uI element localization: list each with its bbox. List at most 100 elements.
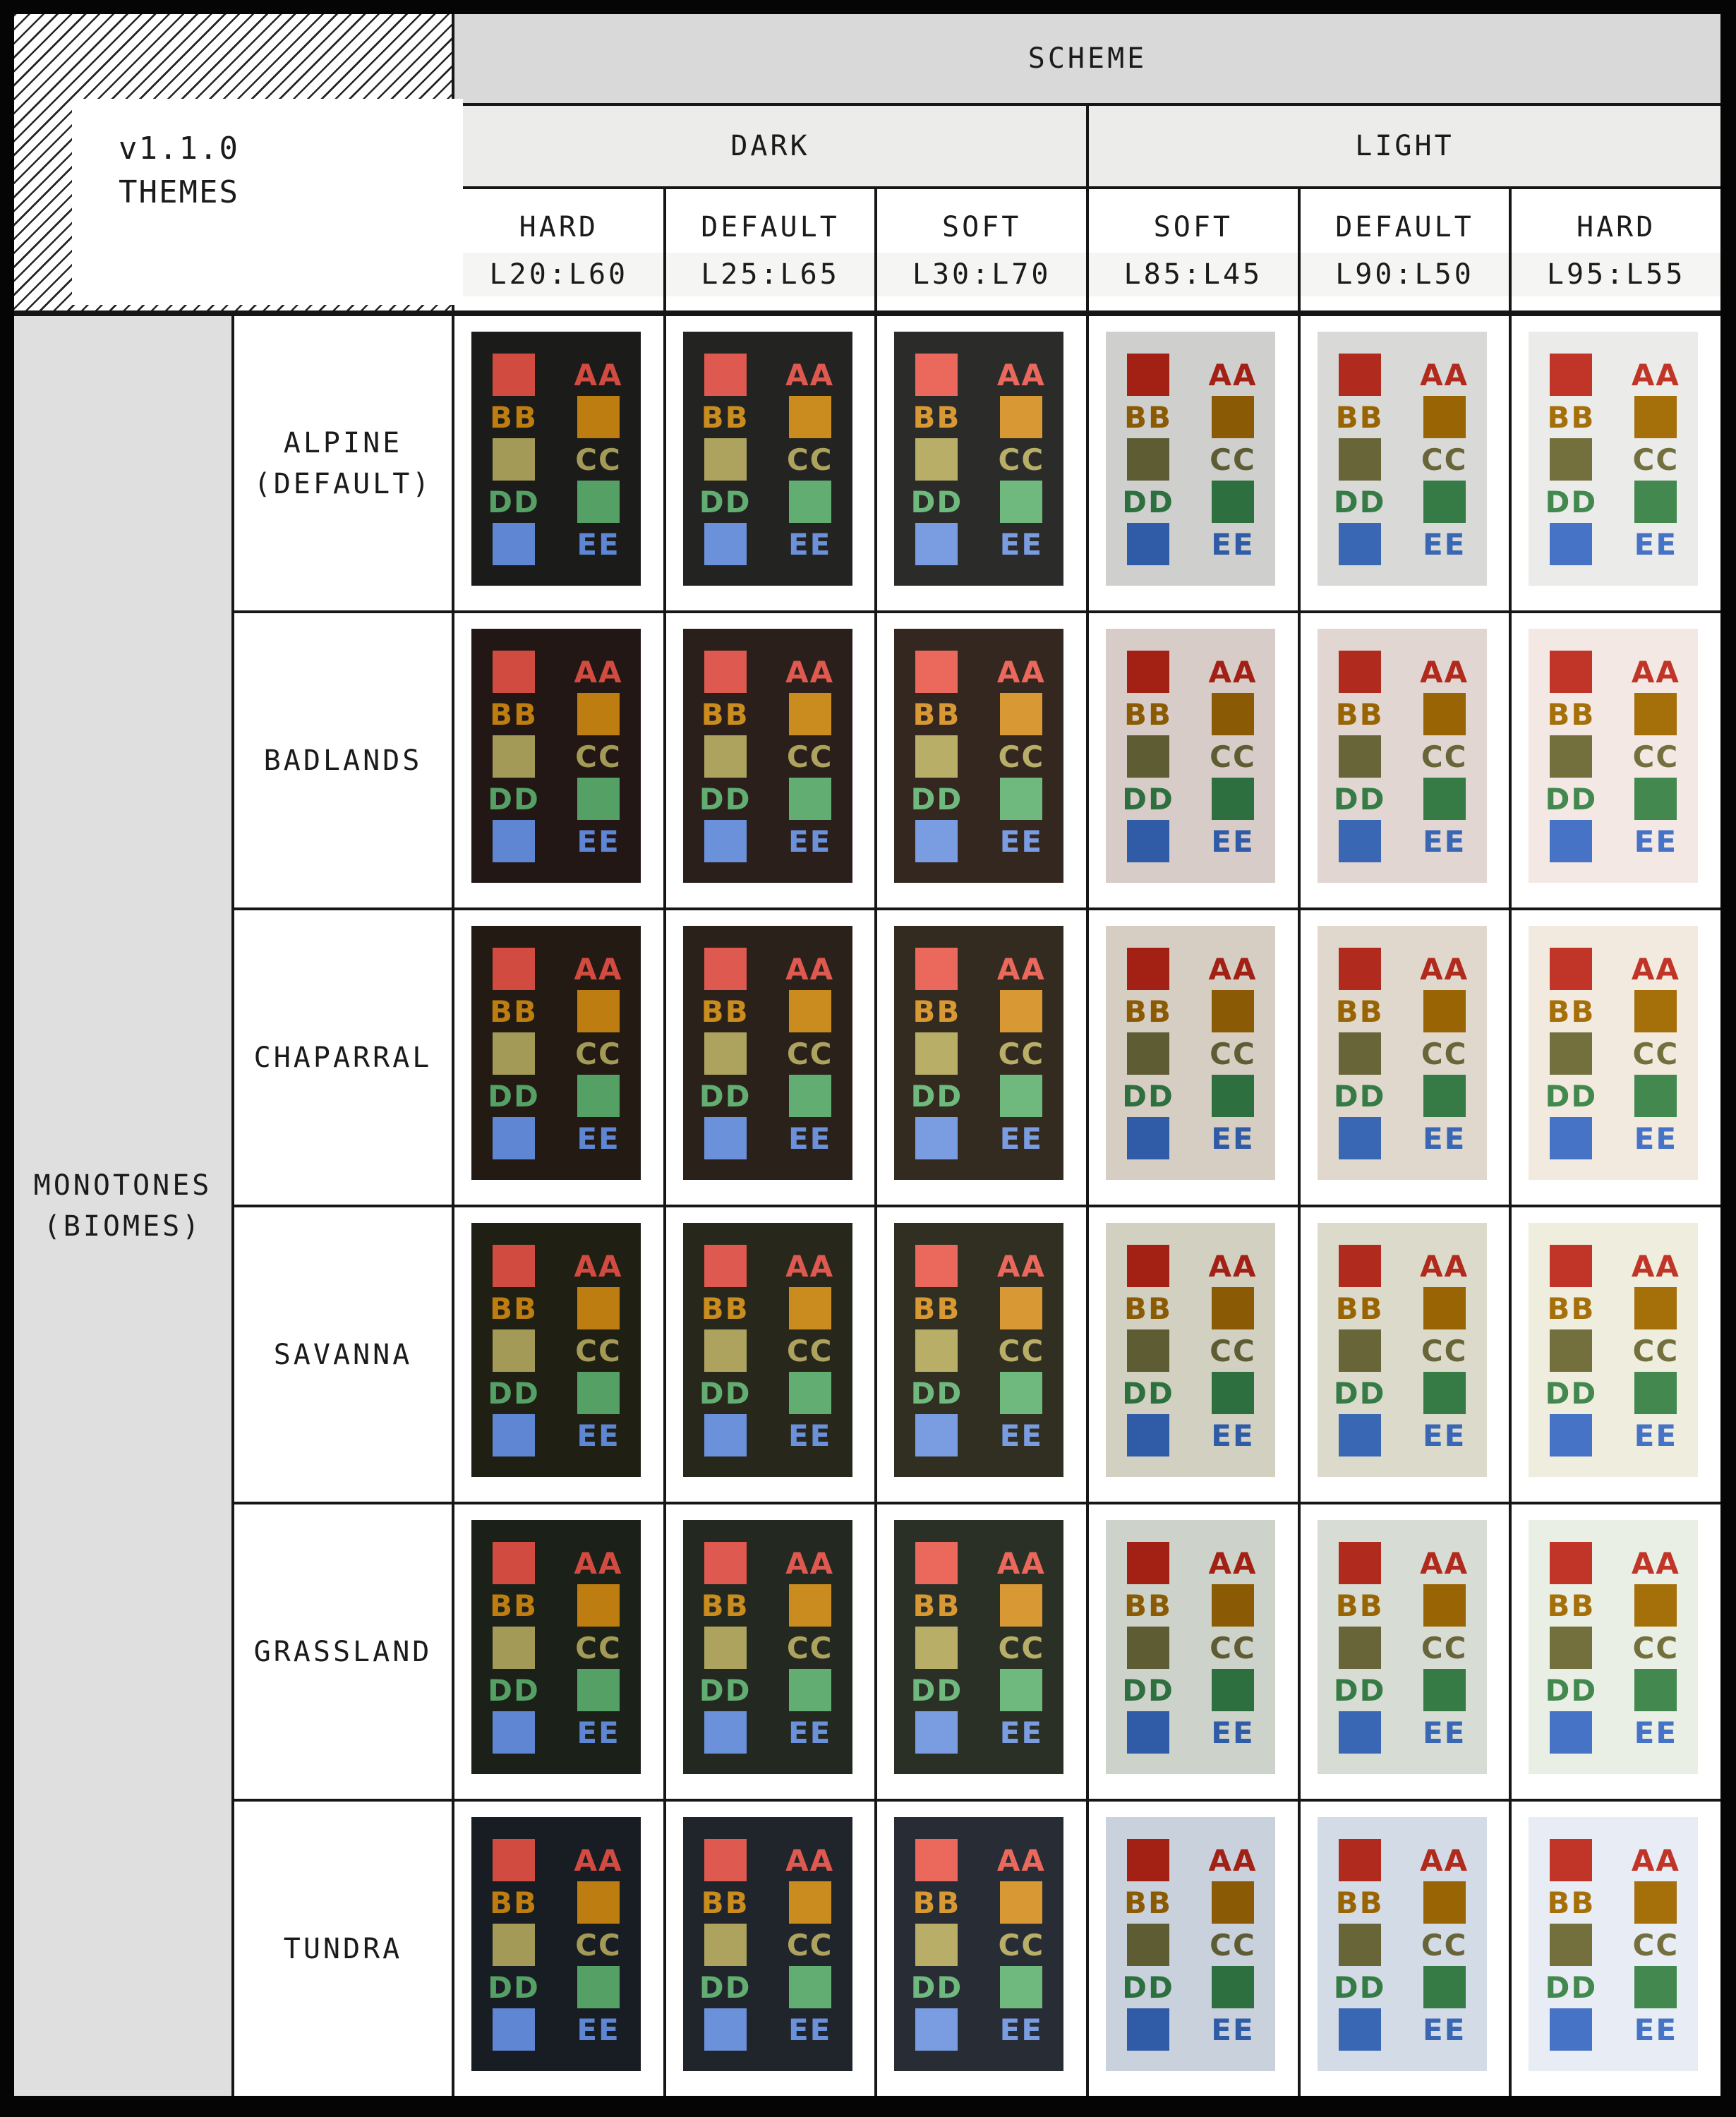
swatch-label-ee: EE [788,1715,832,1750]
swatch-square-bb [577,1584,620,1627]
swatch-label-ee: EE [577,1715,620,1750]
swatch-label-dd: DD [910,1970,963,2005]
swatch-label-cc: CC [1210,1927,1256,1962]
swatch-square-ee [1126,820,1169,862]
swatch-square-bb [1211,396,1254,438]
swatch-label-bb: BB [1123,994,1172,1029]
theme-card: AA BB CC DD EE [894,1817,1064,2071]
swatch-square-aa [493,1245,535,1287]
swatch-square-dd [788,1372,831,1414]
swatch-square-aa [704,651,747,693]
swatch-label-ee: EE [1211,1715,1255,1750]
swatch-label-bb: BB [489,1885,538,1920]
swatch-label-ee: EE [1634,2012,1678,2047]
swatch-square-aa [1126,948,1169,990]
theme-matrix-table: v1.1.0 THEMES SCHEME DARK LIGHT HARD L20… [14,14,1720,2096]
swatch-label-aa: AA [1631,1248,1680,1284]
swatch-square-cc [704,1329,747,1372]
swatch-label-dd: DD [1122,781,1174,816]
swatch-label-dd: DD [1122,1078,1174,1114]
swatch-square-cc [915,438,958,481]
swatch-square-cc [493,735,535,778]
theme-cell-alpine-light-hard: AA BB CC DD EE [1512,316,1720,610]
swatch-label-aa: AA [1420,951,1469,987]
column-lightness-spec: L85:L45 [1088,253,1298,296]
theme-cell-tundra-light-soft: AA BB CC DD EE [1088,1802,1298,2096]
column-lightness-spec: L30:L70 [877,253,1086,296]
column-name: DEFAULT [1335,211,1474,243]
swatch-square-aa [1550,651,1593,693]
swatch-square-ee [1126,1414,1169,1456]
swatch-label-ee: EE [1211,1121,1255,1156]
swatch-label-dd: DD [488,1970,540,2005]
swatch-label-ee: EE [788,1418,832,1453]
swatch-square-bb [577,990,620,1032]
swatch-square-ee [915,1117,958,1159]
swatch-square-dd [1423,1669,1466,1711]
swatch-label-cc: CC [1210,1333,1256,1368]
swatch-square-ee [493,1117,535,1159]
swatch-square-ee [915,523,958,565]
swatch-square-dd [788,1966,831,2008]
swatch-square-bb [1423,1881,1466,1924]
swatch-square-cc [1126,735,1169,778]
swatch-label-cc: CC [575,1630,622,1665]
swatch-label-ee: EE [999,1121,1044,1156]
swatch-label-bb: BB [912,399,961,435]
swatch-square-dd [788,778,831,820]
theme-cell-savanna-light-default: AA BB CC DD EE [1300,1207,1509,1502]
swatch-square-dd [1423,1372,1466,1414]
swatch-square-bb [1423,1287,1466,1329]
theme-card: AA BB CC DD EE [471,926,641,1180]
swatch-label-aa: AA [1420,1842,1469,1878]
swatch-square-dd [788,481,831,523]
swatch-label-bb: BB [489,1291,538,1326]
swatch-label-ee: EE [577,1121,620,1156]
theme-card: AA BB CC DD EE [894,1223,1064,1477]
swatch-square-cc [704,1627,747,1669]
swatch-square-bb [1000,1881,1043,1924]
swatch-label-aa: AA [574,1842,623,1878]
swatch-square-ee [493,523,535,565]
swatch-label-bb: BB [701,1588,749,1623]
swatch-square-cc [1338,1924,1381,1966]
swatch-square-bb [1634,396,1677,438]
swatch-square-aa [493,354,535,396]
swatch-square-ee [704,1414,747,1456]
swatch-square-ee [915,1711,958,1754]
column-lightness-spec: L95:L55 [1512,253,1720,296]
swatch-square-bb [788,990,831,1032]
swatch-label-cc: CC [575,1333,622,1368]
swatch-square-aa [1550,948,1593,990]
swatch-square-ee [493,1711,535,1754]
swatch-square-dd [577,778,620,820]
swatch-label-cc: CC [1421,1333,1468,1368]
swatch-square-dd [1000,1966,1043,2008]
swatch-label-cc: CC [1632,1333,1680,1368]
swatch-square-bb [1634,1881,1677,1924]
theme-card: AA BB CC DD EE [1529,1520,1699,1774]
swatch-label-bb: BB [489,994,538,1029]
swatch-square-ee [1338,1711,1381,1754]
swatch-square-bb [788,396,831,438]
column-lightness-spec: L90:L50 [1300,253,1509,296]
row-label-badlands: BADLANDS [234,613,452,907]
theme-card: AA BB CC DD EE [894,629,1064,883]
swatch-square-cc [915,1627,958,1669]
swatch-square-bb [577,396,620,438]
swatch-square-cc [493,1924,535,1966]
swatch-square-bb [1000,1584,1043,1627]
swatch-square-dd [1000,1669,1043,1711]
column-header-light-hard: HARD L95:L55 [1512,189,1720,313]
swatch-square-aa [1126,354,1169,396]
swatch-square-dd [1000,1372,1043,1414]
swatch-label-aa: AA [1208,1545,1258,1581]
swatch-label-aa: AA [996,951,1046,987]
swatch-label-aa: AA [574,1545,623,1581]
monotones-line2: (BIOMES) [43,1210,203,1243]
swatch-label-aa: AA [1208,1842,1258,1878]
swatch-square-dd [1211,1966,1254,2008]
swatch-label-cc: CC [998,1927,1045,1962]
swatch-label-dd: DD [1545,484,1598,519]
swatch-square-cc [493,1032,535,1075]
